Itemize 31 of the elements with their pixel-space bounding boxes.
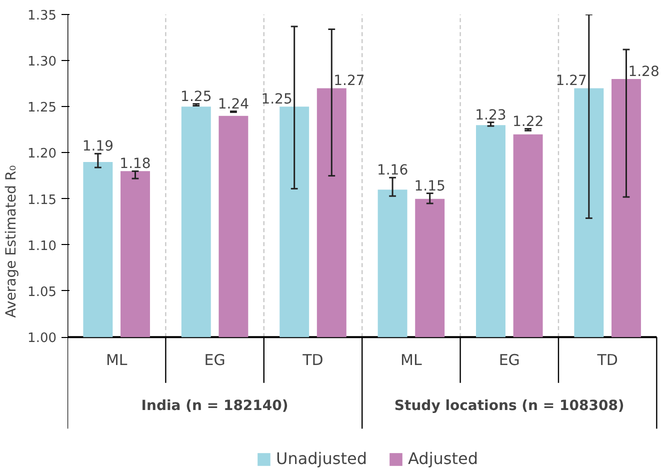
data-label: 1.27 (334, 73, 365, 90)
data-label: 1.22 (512, 114, 544, 130)
x-tick-label: EG (498, 350, 520, 369)
text: Study locations (n = 108308) (394, 398, 624, 414)
x-tick-label: TD (302, 350, 324, 369)
x-tick-label: TD (596, 350, 618, 369)
x-tick-label: ML (400, 350, 422, 369)
data-label: 1.19 (82, 138, 114, 155)
y-axis-title: Average Estimated R₀ (4, 164, 20, 318)
data-label: 1.24 (218, 96, 250, 112)
data-label: 1.23 (475, 107, 506, 124)
data-label: 1.18 (120, 156, 151, 172)
x-tick-label: ML (106, 350, 128, 369)
legend-label: Unadjusted (276, 449, 367, 468)
data-label: 1.15 (414, 178, 446, 194)
data-label: 1.16 (376, 162, 408, 179)
data-label: 1.25 (180, 88, 212, 105)
y-tick-label: 1.20 (28, 146, 57, 162)
text: India (n = 182140) (141, 398, 288, 414)
y-tick-label: 1.15 (28, 192, 57, 208)
y-tick-label: 1.00 (28, 331, 57, 346)
y-tick-label: 1.25 (28, 100, 57, 116)
y-tick-label: 1.30 (28, 54, 57, 70)
data-label: 1.25 (261, 92, 292, 108)
data-label: 1.27 (556, 73, 587, 90)
y-tick-label: 1.05 (28, 284, 57, 300)
y-tick-label: 1.10 (28, 238, 57, 254)
x-tick-label: EG (204, 350, 226, 369)
y-tick-label: 1.35 (28, 8, 57, 24)
data-label: 1.28 (628, 64, 660, 80)
legend-label: Adjusted (408, 449, 478, 468)
